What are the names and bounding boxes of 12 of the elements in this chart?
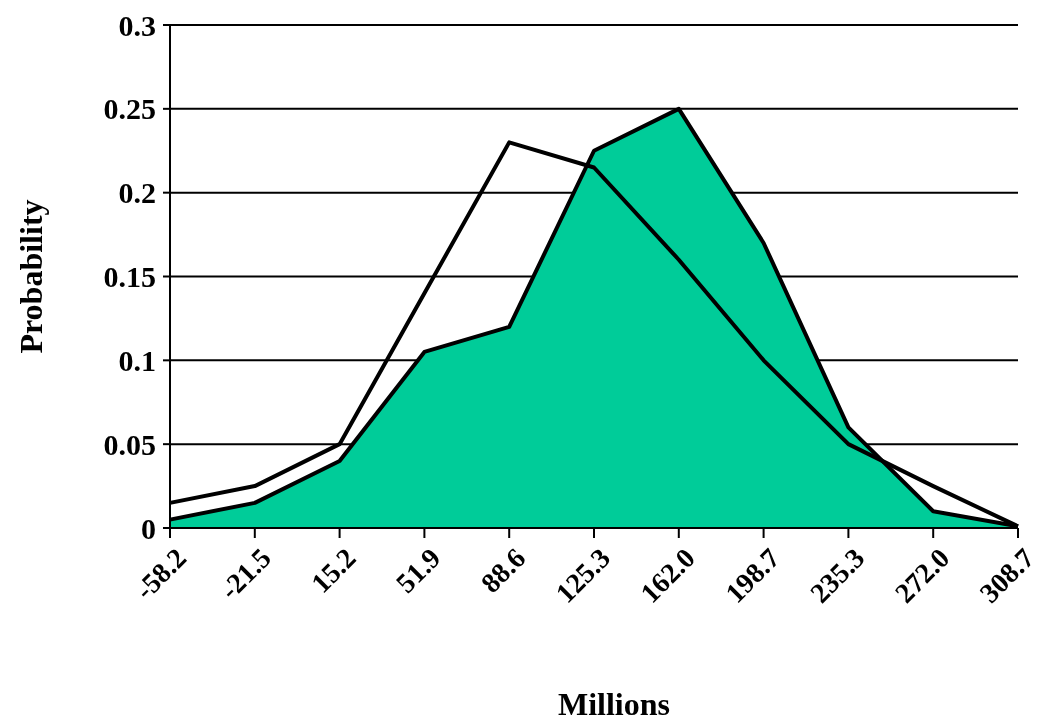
y-tick-label: 0.2: [118, 176, 156, 210]
y-tick-label: 0.25: [103, 92, 156, 126]
x-axis-title: Millions: [557, 686, 671, 722]
x-tick-label: 51.9: [389, 542, 447, 599]
x-tick-label: 15.2: [305, 542, 362, 599]
y-axis-title: Probability: [13, 199, 49, 354]
y-tick-label: 0: [141, 511, 156, 545]
y-tick-label: 0.15: [103, 260, 156, 293]
y-tick-label: 0.05: [103, 427, 156, 461]
y-tick-label: 0.3: [118, 8, 156, 42]
x-tick-label: 88.6: [474, 542, 532, 599]
y-tick-label: 0.1: [118, 343, 156, 377]
